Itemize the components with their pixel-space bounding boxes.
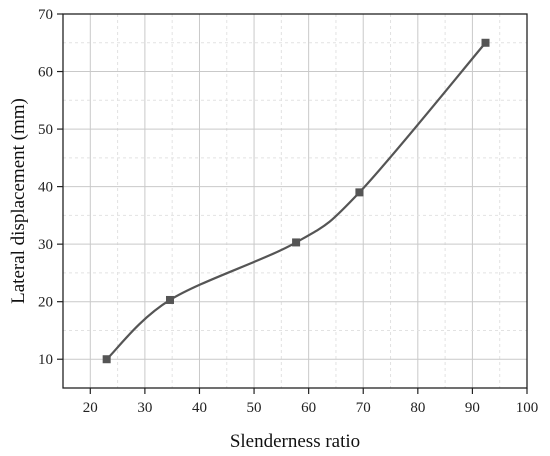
y-tick-label: 60 [38,65,53,81]
y-tick-label: 10 [38,352,53,368]
series-line [105,42,487,361]
x-tick-label: 60 [301,400,316,416]
x-tick-label: 40 [192,400,207,416]
data-point-marker [481,38,490,47]
x-tick-label: 100 [516,400,539,416]
data-point-marker [102,355,111,364]
x-tick-label: 90 [465,400,480,416]
y-tick-label: 70 [38,7,53,23]
x-tick-label: 80 [410,400,425,416]
x-tick-label: 20 [83,400,98,416]
tick-labels: 20 30 40 50 60 70 80 90 100 10 20 30 40 50 60 70 [38,7,538,416]
grid [63,14,527,388]
y-tick-label: 40 [38,180,53,196]
x-axis-title: Slenderness ratio [230,431,360,452]
x-tick-label: 50 [247,400,262,416]
plot-frame [62,13,528,389]
x-tick-label: 70 [356,400,371,416]
y-axis-title: Lateral displacement (mm) [8,98,29,304]
y-tick-label: 20 [38,295,53,311]
data-point-marker [165,295,174,304]
y-tick-label: 30 [38,237,53,253]
y-tick-label: 50 [38,122,53,138]
series [102,38,490,364]
data-point-marker [355,188,364,197]
axis-ticks [57,13,528,394]
data-point-marker [292,238,301,247]
x-tick-label: 30 [137,400,152,416]
